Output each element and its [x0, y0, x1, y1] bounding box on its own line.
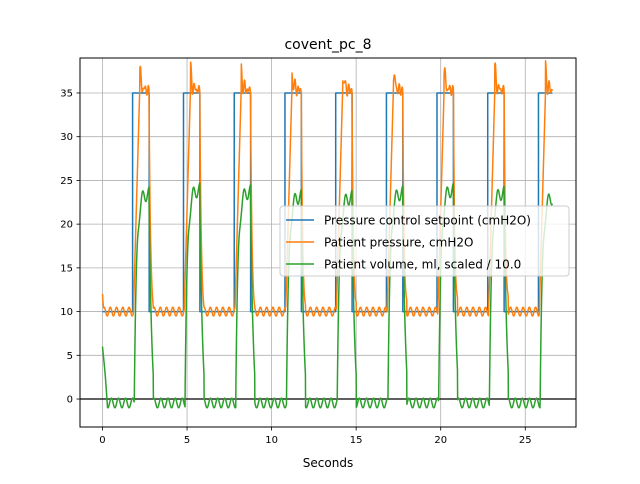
y-tick-label: 10 [60, 307, 73, 318]
legend-box [279, 205, 570, 277]
chart-title: covent_pc_8 [284, 37, 371, 53]
legend-label-volume: Patient volume, ml, scaled / 10.0 [324, 258, 521, 272]
y-tick-label: 35 [60, 88, 73, 99]
x-tick-label: 15 [350, 435, 363, 446]
x-tick-label: 0 [99, 435, 105, 446]
series-layer [101, 59, 554, 409]
tick-layer: 0 5 10 15 20 25 0 5 10 15 20 25 30 35 [60, 88, 531, 446]
y-tick-label: 30 [60, 132, 73, 143]
x-tick-label: 10 [265, 435, 278, 446]
x-tick-label: 25 [519, 435, 532, 446]
y-tick-label: 25 [60, 176, 73, 187]
x-tick-label: 5 [184, 435, 190, 446]
legend-label-pressure: Patient pressure, cmH2O [324, 236, 473, 250]
y-tick-label: 5 [67, 351, 73, 362]
x-axis-label: Seconds [303, 456, 353, 470]
series-line-volume [101, 182, 554, 409]
y-tick-label: 0 [67, 395, 73, 406]
y-tick-label: 15 [60, 263, 73, 274]
series-line-pressure [101, 59, 554, 317]
x-tick-label: 20 [434, 435, 447, 446]
legend: Pressure control setpoint (cmH2O) Patien… [279, 205, 570, 277]
plot-frame [79, 57, 577, 428]
y-tick-label: 20 [60, 220, 73, 231]
legend-label-setpoint: Pressure control setpoint (cmH2O) [324, 214, 531, 228]
